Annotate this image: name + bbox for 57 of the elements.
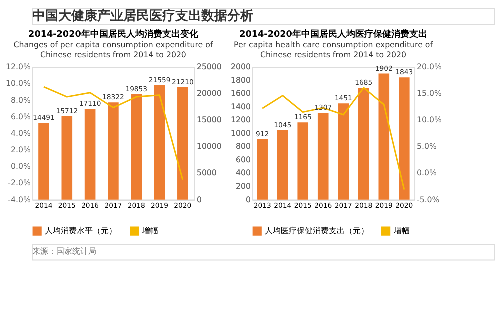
chart-title: 2014-2020年中国居民人均医疗保健消费支出 xyxy=(240,28,428,40)
y-tick-label: 800 xyxy=(236,142,251,152)
y-tick-label: 12.0% xyxy=(6,62,32,72)
y-tick-label: 400 xyxy=(236,168,251,178)
y-tick-label: 8.0% xyxy=(11,96,32,105)
bar xyxy=(257,139,268,200)
source-note: 来源：国家统计局 xyxy=(32,246,96,256)
y-tick-label: 0 xyxy=(246,195,251,204)
y-tick-label: 4.0% xyxy=(11,128,32,138)
y-tick-label: 1600 xyxy=(231,89,251,98)
bar xyxy=(358,88,370,200)
y-tick-label: 600 xyxy=(236,155,251,164)
bar xyxy=(62,116,73,200)
text: 中国大健康产业居民医疗支出数据分析 xyxy=(32,8,254,24)
y2-tick-label: 20.0% xyxy=(416,62,442,72)
y-tick-label: 1200 xyxy=(231,116,251,125)
bar xyxy=(131,94,142,200)
y2-tick-label: -5.0% xyxy=(416,195,440,204)
y-tick-label: 0.0% xyxy=(11,162,32,172)
y2-tick-label: 5000 xyxy=(196,168,217,178)
bar xyxy=(84,109,96,200)
legend-label: 人均医疗保健消费支出（元） xyxy=(265,226,370,236)
bar xyxy=(178,87,188,200)
bar xyxy=(108,102,119,200)
y2-tick-label: 10.0% xyxy=(416,116,442,125)
bar xyxy=(38,122,50,200)
y-tick-label: 6.0% xyxy=(11,112,32,122)
y2-tick-label: 20000 xyxy=(196,89,222,98)
y2-tick-label: 10000 xyxy=(196,142,222,152)
chart-title: 2014-2020年中国居民人均消费支出变化 xyxy=(28,28,200,40)
y-tick-label: -4.0% xyxy=(8,195,32,204)
bar xyxy=(378,74,390,200)
y2-tick-label: 5.0% xyxy=(416,142,438,152)
y-tick-label: -2.0% xyxy=(8,178,32,188)
legend-label: 人均消费水平（元） xyxy=(45,226,118,236)
y-tick-label: 2000 xyxy=(231,62,251,72)
chart-subtitle: Changes of per capita consumption expenditure of Chinese residents from 2014 to 2020 xyxy=(14,40,214,60)
y-tick-label: 1800 xyxy=(231,76,251,85)
legend-label: 增幅 xyxy=(141,226,158,236)
y2-tick-label: 0 xyxy=(196,195,202,204)
y2-tick-label: 25000 xyxy=(196,62,222,72)
bar xyxy=(277,130,288,200)
y2-tick-label: 0.0% xyxy=(416,168,438,178)
legend-label: 增幅 xyxy=(392,226,410,236)
bar xyxy=(338,104,350,200)
y2-tick-label: 15000 xyxy=(196,116,222,125)
y-tick-label: 1000 xyxy=(231,128,251,138)
bar xyxy=(399,78,410,200)
bar xyxy=(298,122,309,200)
chart-subtitle: Per capita health care consumption expenditure of Chinese residents from 2014 to 2020 xyxy=(234,40,434,60)
bar xyxy=(318,113,329,200)
y-tick-label: 1400 xyxy=(231,102,251,112)
bar xyxy=(154,85,166,200)
y-tick-label: 2.0% xyxy=(11,146,32,155)
y-tick-label: 200 xyxy=(236,182,251,192)
y-tick-label: 10.0% xyxy=(6,79,32,88)
y2-tick-label: 15.0% xyxy=(416,89,442,98)
